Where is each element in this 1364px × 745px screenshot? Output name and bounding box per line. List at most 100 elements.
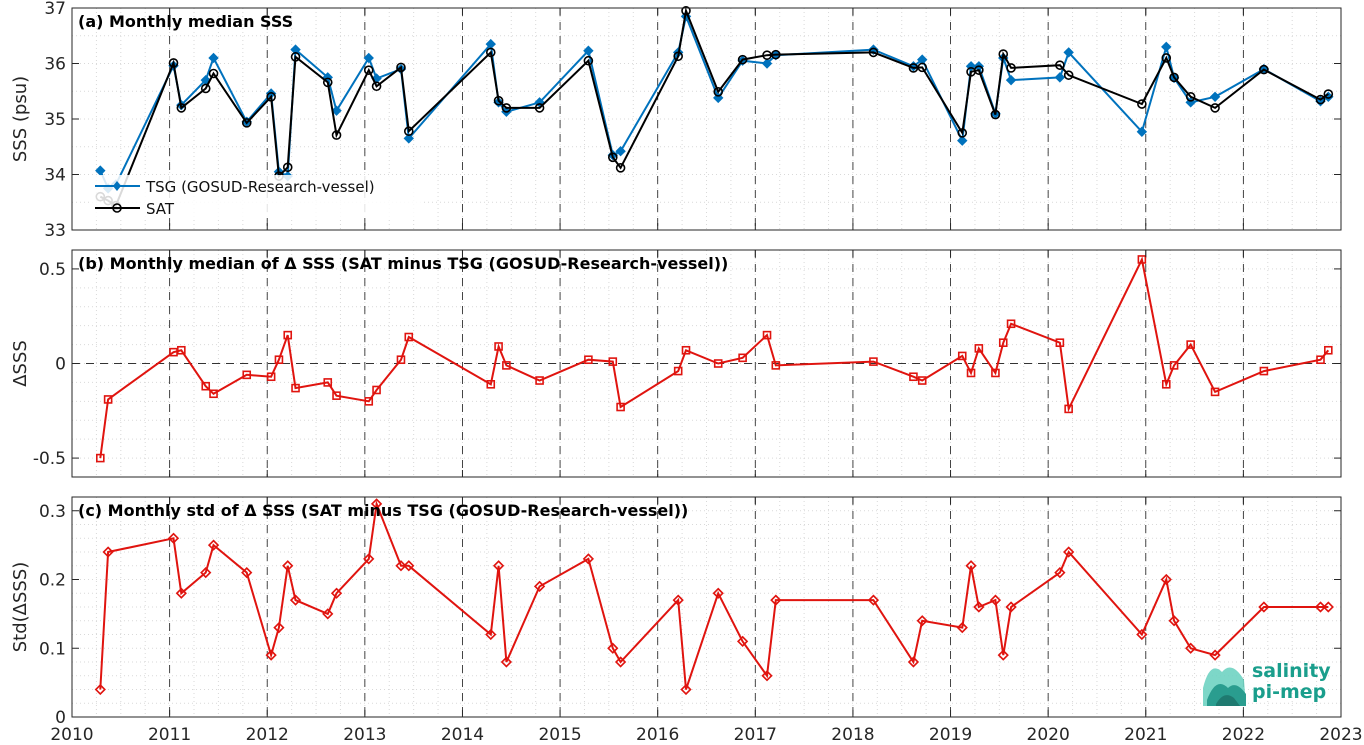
data-point (1064, 404, 1073, 414)
data-point (485, 47, 496, 58)
data-point (957, 128, 968, 138)
data-point (1209, 649, 1221, 661)
data-point (403, 560, 415, 572)
data-point (493, 95, 504, 106)
data-point (1322, 601, 1334, 613)
data-point (1314, 601, 1327, 613)
data-point (273, 621, 285, 634)
data-point (909, 372, 918, 382)
data-point (1323, 89, 1334, 99)
data-point (290, 52, 301, 62)
data-point (761, 58, 773, 69)
y-tick-label: 35 (44, 110, 66, 130)
data-point (103, 395, 113, 404)
panel-b: -0.5 0 0.5 (b) Monthly median of Δ SSS (SAT… (10, 249, 1342, 478)
data-point (737, 54, 748, 65)
data-point (1137, 99, 1147, 109)
data-point (973, 601, 985, 613)
data-point (502, 361, 511, 370)
data-point (1063, 70, 1074, 80)
data-point (680, 683, 692, 696)
series-line (99, 500, 1329, 690)
data-point (323, 378, 333, 387)
data-point (290, 44, 301, 55)
x-tick-label: 2011 (148, 725, 191, 745)
data-point (283, 330, 293, 340)
data-point (1316, 355, 1325, 365)
data-point (331, 130, 342, 140)
data-point (582, 553, 595, 565)
data-point (177, 345, 186, 355)
data-point (990, 109, 1001, 120)
data-point (681, 5, 691, 16)
x-tick-label: 2019 (929, 725, 972, 745)
data-point (713, 87, 724, 97)
data-point (1055, 338, 1065, 347)
y-tick-label: 0.2 (39, 571, 66, 591)
logo-text-pimep: pi-mep (1252, 681, 1326, 703)
data-point (363, 65, 374, 75)
data-point (363, 52, 374, 64)
data-point (266, 372, 276, 382)
logo-waves-icon (1203, 667, 1246, 706)
data-point (957, 351, 967, 361)
data-point (1324, 345, 1333, 355)
logo-text-salinity: salinity (1252, 660, 1331, 682)
data-point (533, 580, 546, 593)
y-tick-label: -0.5 (33, 449, 66, 469)
data-point (492, 560, 505, 572)
data-point (673, 366, 683, 376)
data-point (1005, 74, 1017, 86)
data-point (616, 402, 625, 412)
data-point (1210, 387, 1220, 397)
data-point (736, 635, 749, 648)
data-point (242, 370, 252, 380)
y-tick-label: 0.5 (39, 260, 66, 280)
data-point (957, 135, 968, 146)
data-point (614, 656, 627, 668)
data-point (282, 162, 293, 173)
y-ticks: 33 34 35 36 37 (44, 0, 1342, 241)
data-point (1168, 615, 1180, 627)
x-tick-label: 2018 (831, 725, 874, 745)
data-point (200, 83, 211, 94)
data-point (770, 594, 782, 606)
x-tick-label: 2015 (538, 725, 581, 745)
y-tick-label: 36 (44, 55, 66, 75)
y-tick-label: 0 (55, 355, 66, 375)
legend-sat-marker (112, 203, 122, 213)
data-point (1063, 546, 1075, 558)
x-tick-label: 2016 (636, 725, 679, 745)
data-point (762, 50, 772, 60)
x-tick-label: 2012 (246, 725, 289, 745)
series-delta (94, 498, 1334, 696)
year-gridlines (169, 250, 1244, 477)
data-point (1209, 91, 1221, 103)
data-point (1169, 361, 1179, 370)
data-point (771, 361, 781, 370)
data-point (1006, 63, 1016, 73)
data-point (916, 615, 928, 627)
y-ticks: 0 0.1 0.2 0.3 (39, 497, 1342, 728)
data-point (241, 118, 252, 128)
data-point (997, 649, 1009, 661)
data-point (485, 628, 497, 641)
data-point (584, 355, 593, 365)
y-axis-label: Std(ΔSSS) (10, 562, 31, 653)
axes-box (71, 496, 1342, 718)
data-point (991, 368, 1000, 378)
data-point (1136, 126, 1148, 137)
data-point (607, 152, 618, 163)
data-point (289, 594, 302, 606)
y-axis-label: SSS (psu) (10, 76, 31, 162)
y-ticks: -0.5 0 0.5 (33, 250, 1342, 477)
x-tick-label: 2017 (734, 725, 777, 745)
data-point (266, 92, 276, 102)
data-point (615, 163, 626, 173)
data-point (208, 68, 219, 79)
data-point (1258, 601, 1270, 613)
x-tick-label: 2021 (1124, 725, 1167, 745)
data-point (1259, 366, 1269, 376)
series-line (99, 7, 1329, 208)
y-tick-label: 33 (44, 221, 66, 241)
